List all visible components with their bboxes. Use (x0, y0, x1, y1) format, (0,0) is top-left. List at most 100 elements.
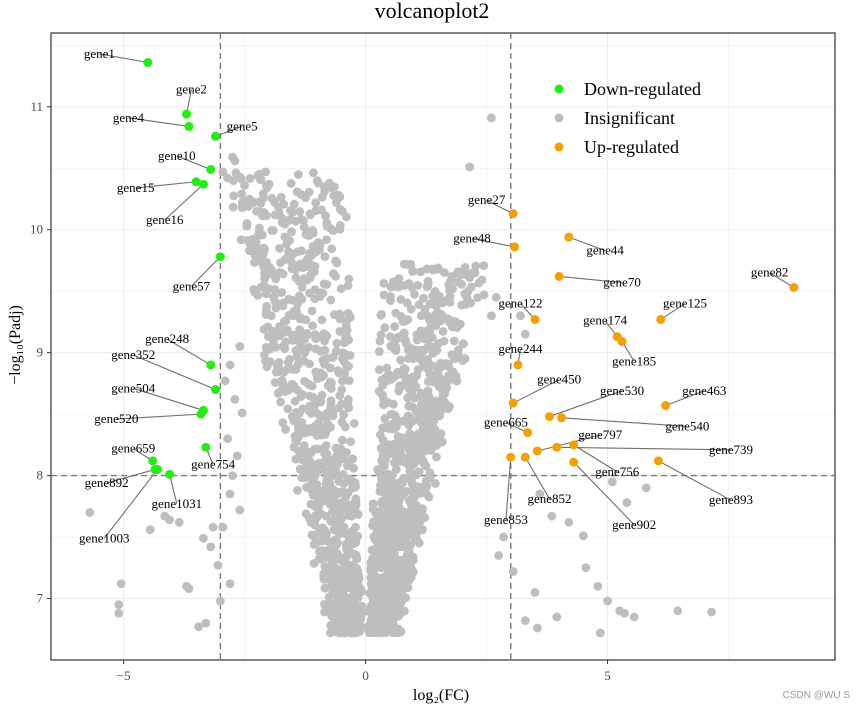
insignificant-point (453, 345, 463, 355)
leader-line (103, 469, 158, 539)
insignificant-point (305, 391, 314, 401)
gene-label: gene892 (85, 475, 129, 490)
up-regulated-point (520, 452, 530, 462)
insignificant-point (299, 216, 308, 226)
insignificant-point (276, 258, 285, 268)
insignificant-point (261, 167, 271, 177)
down-regulated-point (206, 360, 216, 370)
insignificant-point (520, 616, 530, 626)
insignificant-point (259, 193, 268, 203)
insignificant-point (312, 370, 322, 379)
up-regulated-point (569, 440, 579, 450)
insignificant-point (232, 451, 242, 461)
insignificant-point (414, 538, 424, 548)
insignificant-point (114, 600, 124, 610)
insignificant-point (673, 606, 683, 616)
insignificant-point (401, 373, 411, 382)
insignificant-point (306, 409, 316, 418)
gene-label: gene893 (709, 492, 753, 507)
insignificant-point (494, 551, 504, 560)
insignificant-point (388, 277, 398, 287)
insignificant-point (390, 623, 400, 633)
insignificant-point (213, 560, 223, 570)
insignificant-point (261, 289, 271, 299)
insignificant-point (317, 315, 327, 325)
insignificant-point (427, 396, 437, 406)
insignificant-point (274, 357, 284, 367)
insignificant-point (310, 471, 320, 481)
insignificant-point (422, 282, 432, 291)
insignificant-point (264, 264, 274, 274)
insignificant-point (312, 502, 321, 512)
insignificant-point (415, 484, 425, 494)
leader-line (512, 379, 560, 404)
insignificant-point (354, 605, 363, 615)
up-regulated-point (554, 271, 564, 281)
insignificant-point (351, 522, 360, 532)
insignificant-point (351, 552, 361, 561)
insignificant-point (578, 531, 588, 541)
down-regulated-point (206, 164, 216, 174)
insignificant-point (349, 419, 359, 428)
insignificant-point (312, 484, 321, 494)
insignificant-point (429, 416, 439, 426)
insignificant-point (165, 515, 174, 525)
insignificant-point (320, 359, 329, 369)
insignificant-point (379, 487, 388, 497)
down-regulated-point (215, 252, 225, 262)
y-tick-label: 7 (37, 591, 44, 606)
legend-label-up: Up-regulated (584, 137, 679, 157)
insignificant-point (384, 500, 394, 510)
gene-label: gene756 (595, 464, 640, 479)
insignificant-point (340, 422, 350, 432)
insignificant-point (353, 567, 363, 576)
insignificant-point (285, 236, 294, 245)
down-regulated-point (165, 469, 175, 479)
insignificant-point (387, 510, 396, 519)
insignificant-point (309, 559, 319, 568)
up-regulated-point (523, 428, 533, 438)
gene-label: gene853 (484, 512, 528, 527)
insignificant-point (275, 243, 284, 253)
insignificant-point (410, 289, 419, 299)
insignificant-point (249, 244, 259, 253)
leader-line (486, 199, 514, 215)
insignificant-point (353, 627, 363, 637)
insignificant-point (201, 618, 211, 628)
insignificant-point (343, 461, 352, 471)
up-regulated-point (557, 413, 567, 423)
gene-label: gene504 (111, 380, 156, 395)
insignificant-point (336, 444, 345, 454)
insignificant-point (344, 274, 354, 284)
up-regulated-point (530, 314, 540, 324)
gene-label: gene27 (468, 192, 506, 207)
insignificant-point (292, 385, 302, 395)
leader-line (556, 446, 731, 451)
insignificant-point (333, 591, 343, 601)
watermark: CSDN @WU S (783, 690, 851, 701)
leader-line (116, 413, 202, 420)
insignificant-point (479, 261, 489, 271)
insignificant-point (366, 563, 376, 573)
insignificant-point (276, 397, 286, 407)
insignificant-point (218, 522, 228, 532)
insignificant-point (252, 206, 262, 216)
insignificant-point (335, 205, 345, 214)
gene-label: gene739 (709, 442, 753, 457)
insignificant-point (327, 183, 337, 193)
insignificant-point (332, 487, 342, 497)
insignificant-point (445, 292, 455, 302)
insignificant-point (406, 259, 416, 269)
insignificant-point (425, 369, 435, 379)
insignificant-point (249, 235, 259, 244)
insignificant-point (302, 262, 312, 272)
insignificant-point (380, 625, 390, 635)
insignificant-point (263, 322, 273, 332)
insignificant-point (405, 452, 415, 461)
insignificant-point (477, 275, 487, 285)
insignificant-point (334, 403, 344, 413)
insignificant-point (394, 444, 403, 454)
insignificant-point (345, 350, 355, 360)
insignificant-point (329, 605, 339, 614)
insignificant-point (319, 182, 329, 192)
